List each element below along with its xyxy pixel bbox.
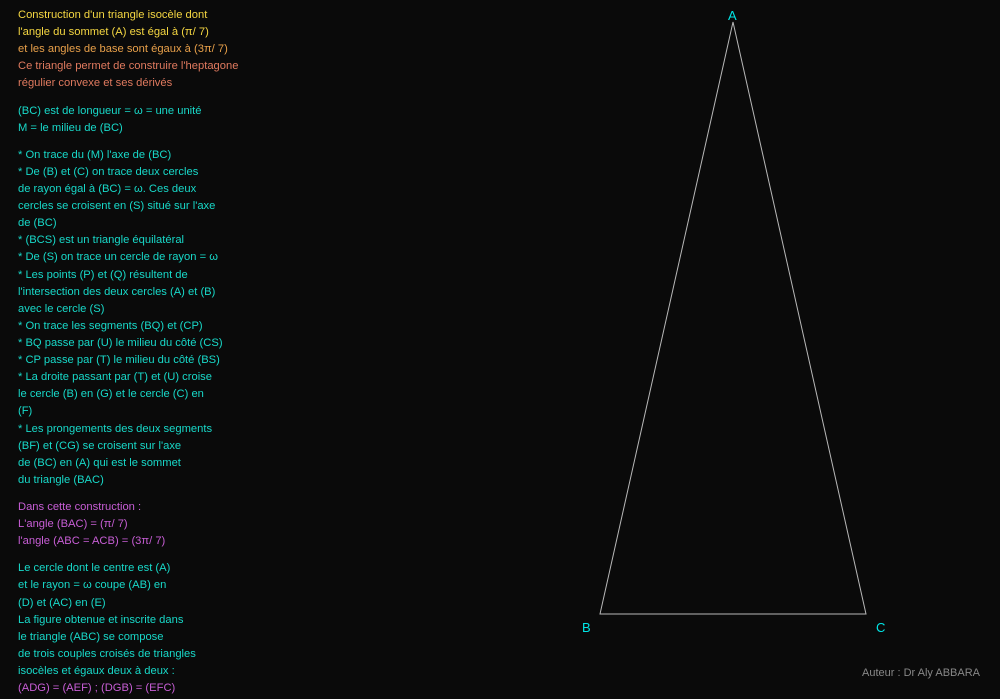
vertex-label-c: C xyxy=(876,620,885,635)
vertex-label-b: B xyxy=(582,620,591,635)
author-credit: Auteur : Dr Aly ABBARA xyxy=(862,667,980,679)
triangle-shape xyxy=(600,22,866,614)
vertex-label-a: A xyxy=(728,8,737,23)
triangle-diagram xyxy=(0,0,1000,699)
